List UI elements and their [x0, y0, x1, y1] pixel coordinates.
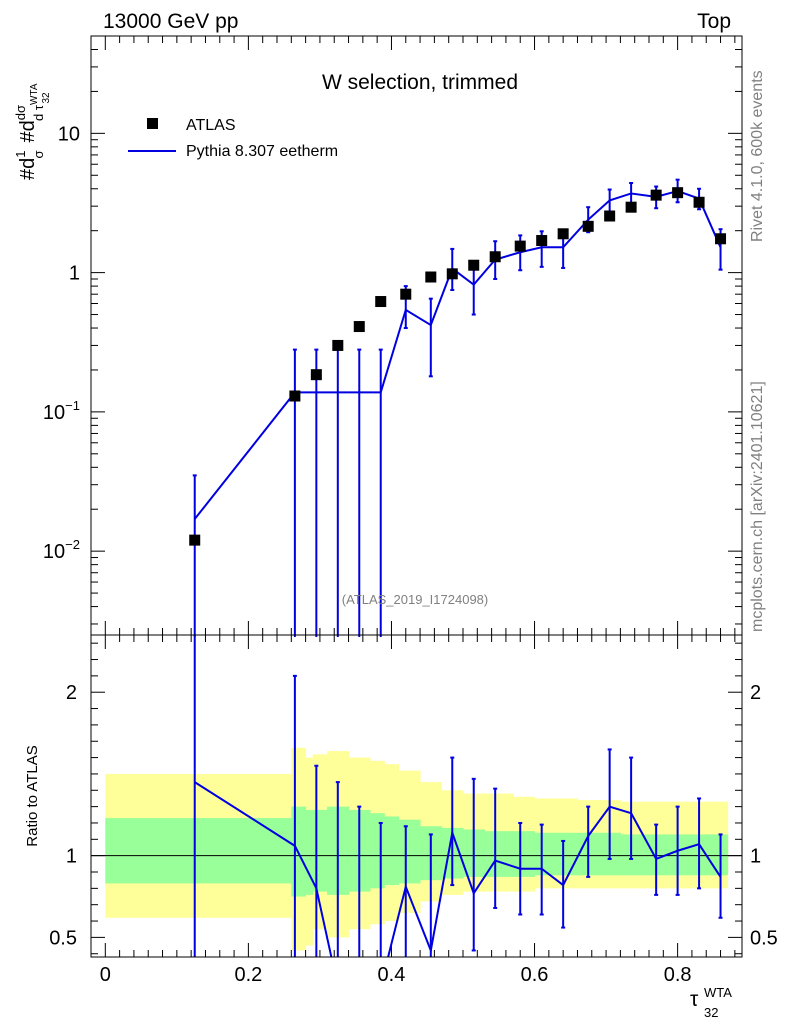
ratio-tick-label-l-1: 1 — [66, 846, 77, 868]
atlas-point-16 — [625, 201, 637, 213]
atlas-point-3 — [332, 339, 344, 351]
chart-title: W selection, trimmed — [322, 71, 518, 94]
atlas-point-17 — [650, 189, 662, 201]
y-axis-title-main: #d1 σ#ddσ d τWTA32 — [13, 83, 52, 180]
watermark: (ATLAS_2019_I1724098) — [342, 592, 488, 607]
atlas-point-10 — [489, 251, 501, 263]
x-axis-title-symbol: τ — [690, 988, 699, 1011]
tick-labels: 0 0.2 0.4 0.6 0.8 10−2 10−1 1 10 0.5 0.5 1 1 2 2 — [43, 123, 778, 986]
band-green-11 — [384, 816, 400, 886]
ratio-panel-frame — [90, 634, 743, 958]
atlas-point-12 — [536, 235, 548, 247]
data-marks — [189, 178, 727, 957]
atlas-point-20 — [715, 233, 727, 245]
band-green-1 — [284, 818, 292, 884]
x-tick-label-1: 0.2 — [234, 964, 262, 986]
band-green-6 — [327, 806, 342, 895]
y-tick-label-3: 10 — [58, 123, 80, 145]
ratio-tick-label-l-2: 2 — [66, 682, 77, 704]
legend-marker-atlas — [147, 118, 158, 129]
energy-label: 13000 GeV pp — [103, 10, 238, 33]
x-tick-label-4: 0.8 — [664, 964, 692, 986]
atlas-point-7 — [425, 271, 437, 283]
band-green-17 — [513, 831, 536, 877]
band-green-3 — [298, 806, 307, 897]
atlas-point-1 — [289, 390, 301, 402]
band-green-26 — [706, 834, 729, 876]
band-green-4 — [305, 809, 314, 895]
ratio-tick-label-r-0: 0.5 — [750, 927, 778, 949]
band-green-12 — [398, 819, 421, 884]
x-axis-title-sup: WTA — [704, 985, 732, 1000]
y-axis-title-text: #d1 σ#ddσ d τWTA32 — [13, 83, 52, 180]
ratio-tick-label-r-2: 2 — [750, 682, 761, 704]
legend-label-pythia: Pythia 8.307 eetherm — [186, 143, 338, 160]
ratio-line — [194, 781, 722, 957]
ratio-tick-label-r-1: 1 — [750, 846, 761, 868]
atlas-point-15 — [604, 210, 616, 222]
atlas-point-13 — [557, 228, 569, 240]
atlas-point-18 — [672, 187, 684, 199]
band-green-8 — [348, 809, 357, 892]
band-green-25 — [684, 834, 707, 876]
legend: ATLAS Pythia 8.307 eetherm — [128, 117, 338, 160]
atlas-point-4 — [353, 321, 365, 333]
y-tick-label-0: 10−2 — [43, 537, 80, 563]
atlas-point-11 — [514, 240, 526, 252]
atlas-point-14 — [582, 220, 594, 232]
atlas-point-5 — [375, 296, 387, 308]
atlas-point-0 — [189, 534, 201, 546]
y-tick-label-2: 1 — [69, 263, 80, 285]
atlas-point-6 — [400, 288, 412, 300]
pythia-line — [193, 190, 722, 520]
axis-ticks — [91, 35, 742, 957]
process-label: Top — [697, 10, 731, 33]
y-tick-label-1: 10−1 — [43, 398, 80, 424]
atlas-point-2 — [310, 369, 322, 381]
band-green-24 — [663, 834, 686, 876]
side-label-mcplots: mcplots.cern.ch [arXiv:2401.10621] — [749, 381, 766, 632]
atlas-point-9 — [468, 259, 480, 271]
x-tick-label-0: 0 — [100, 964, 111, 986]
band-green-7 — [341, 806, 350, 895]
x-tick-label-3: 0.6 — [521, 964, 549, 986]
ratio-tick-label-l-0: 0.5 — [49, 927, 77, 949]
x-tick-label-2: 0.4 — [378, 964, 406, 986]
legend-label-atlas: ATLAS — [186, 117, 236, 134]
x-axis-title-sub: 32 — [704, 1005, 718, 1020]
atlas-point-19 — [693, 196, 705, 208]
ratio-y-label: Ratio to ATLAS — [24, 745, 41, 846]
band-green-9 — [355, 809, 371, 892]
x-axis-title: τ WTA 32 — [690, 985, 732, 1020]
atlas-point-8 — [446, 268, 458, 280]
side-label-rivet: Rivet 4.1.0, 600k events — [749, 70, 766, 242]
band-green-5 — [312, 809, 328, 892]
ratio-bands — [91, 747, 742, 951]
band-green-10 — [370, 813, 385, 889]
